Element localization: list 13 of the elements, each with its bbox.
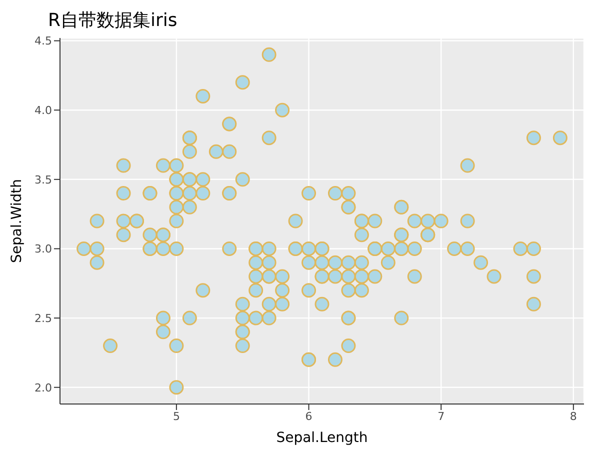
x-tick-label: 8 <box>570 410 577 423</box>
y-tick-label: 4.5 <box>34 34 52 48</box>
y-tick-label: 2.0 <box>34 381 52 394</box>
y-axis-title: Sepal.Width <box>8 179 25 263</box>
y-tick-label: 2.5 <box>34 312 52 325</box>
y-tick-label: 4.0 <box>34 104 52 117</box>
x-tick-label: 5 <box>172 410 180 423</box>
y-tick-label: 3.5 <box>34 173 52 186</box>
chart-title: R自带数据集iris <box>47 9 178 33</box>
x-tick-label: 7 <box>438 410 445 423</box>
y-tick-label: 3.0 <box>34 242 52 256</box>
x-axis-title: Sepal.Length <box>276 430 368 446</box>
x-tick-label: 6 <box>305 410 312 423</box>
